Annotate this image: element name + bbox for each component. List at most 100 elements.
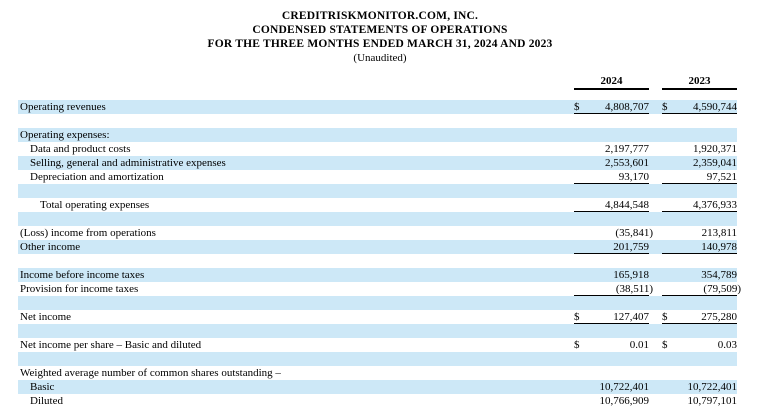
table-row: Basic 10,722,401 10,722,401 [18, 380, 737, 394]
dollar-sign: $ [662, 339, 668, 351]
amount-2024 [574, 128, 649, 142]
amount-value: 0.03 [717, 339, 737, 351]
amount-2023: 354,789 [662, 268, 737, 282]
amount-value: 165,918 [613, 269, 649, 281]
amount-2023 [662, 352, 737, 366]
amount-2024: $0.01 [574, 338, 649, 352]
amount-2023: $4,590,744 [662, 100, 737, 114]
table-row: Income before income taxes 165,918 354,789 [18, 268, 737, 282]
row-label: Basic [30, 381, 55, 393]
statement-title: CONDENSED STATEMENTS OF OPERATIONS [252, 24, 508, 36]
column-gap [649, 240, 662, 254]
table-row: Depreciation and amortization 93,170 97,52… [18, 170, 737, 184]
row-label: Depreciation and amortization [30, 171, 164, 183]
amount-value: (79,509) [703, 282, 741, 295]
amount-2023 [662, 366, 737, 380]
amount-value: 140,978 [701, 240, 737, 253]
amount-value: 2,197,777 [605, 143, 649, 155]
row-label: Income before income taxes [20, 269, 145, 281]
table-row: Operating revenues $4,808,707 $4,590,744 [18, 100, 737, 114]
table-row: Weighted average number of common shares… [18, 366, 737, 380]
row-label: Total operating expenses [40, 199, 150, 211]
amount-value: 10,722,401 [599, 381, 650, 393]
amount-2024: 2,197,777 [574, 142, 649, 156]
amount-2024: (38,511) [574, 282, 653, 296]
amount-2024: 10,722,401 [574, 380, 650, 394]
column-gap [649, 282, 662, 296]
statement-period: FOR THE THREE MONTHS ENDED MARCH 31, 202… [207, 38, 553, 50]
amount-value: 354,789 [701, 269, 737, 281]
table-row: Operating expenses: [18, 128, 737, 142]
row-label: (Loss) income from operations [20, 227, 156, 239]
row-label: Other income [20, 241, 81, 253]
column-header-2024: 2024 [574, 75, 649, 90]
amount-2024 [574, 212, 649, 226]
table-row: Other income 201,759 140,978 [18, 240, 737, 254]
table-row: Diluted 10,766,909 10,797,101 [18, 394, 737, 408]
row-label: Net income [20, 311, 72, 323]
amount-2024: 4,844,548 [574, 198, 649, 212]
dollar-sign: $ [574, 339, 580, 351]
row-label: Net income per share – Basic and diluted [20, 339, 202, 351]
amount-2023 [662, 212, 737, 226]
amount-value: 2,553,601 [605, 157, 649, 169]
row-label: Selling, general and administrative expe… [30, 157, 226, 169]
amount-2024: 93,170 [574, 170, 649, 184]
amount-2023 [662, 254, 737, 268]
statement-table: 2024 2023 Operating revenues $4,808,707 $4… [18, 70, 741, 408]
column-gap [649, 380, 662, 394]
column-gap [649, 310, 662, 324]
amount-value: 2,359,041 [693, 157, 737, 169]
amount-2023: 140,978 [662, 240, 737, 254]
spacer-row [18, 212, 737, 226]
spacer-row [18, 324, 737, 338]
column-header-2023: 2023 [662, 75, 737, 90]
spacer-row [18, 352, 737, 366]
column-gap [649, 156, 662, 170]
amount-2024 [574, 254, 649, 268]
amount-value: 201,759 [613, 240, 649, 253]
dollar-sign: $ [574, 100, 580, 113]
row-label: Data and product costs [30, 143, 131, 155]
table-row: Net income per share – Basic and diluted… [18, 338, 737, 352]
column-gap [649, 226, 662, 240]
spacer-row [18, 184, 737, 198]
column-gap [649, 254, 662, 268]
amount-2024: $127,407 [574, 310, 649, 324]
amount-2024: 2,553,601 [574, 156, 649, 170]
amount-2024 [574, 184, 649, 198]
row-label: Operating expenses: [20, 129, 110, 141]
amount-value: 97,521 [706, 170, 737, 183]
amount-value: (38,511) [615, 282, 653, 295]
column-gap [649, 142, 662, 156]
amount-2024 [574, 352, 649, 366]
column-gap [649, 324, 662, 338]
amount-2023: 10,797,101 [662, 394, 738, 408]
spacer-row [18, 254, 737, 268]
amount-value: 1,920,371 [693, 143, 737, 155]
column-gap [649, 296, 662, 310]
column-gap [649, 128, 662, 142]
amount-value: 10,766,909 [599, 395, 650, 407]
amount-2024 [574, 324, 649, 338]
amount-value: 10,797,101 [687, 395, 738, 407]
column-gap [649, 268, 662, 282]
amount-2024: 201,759 [574, 240, 649, 254]
dollar-sign: $ [662, 310, 668, 323]
amount-2024: 10,766,909 [574, 394, 650, 408]
amount-value: 93,170 [618, 170, 649, 183]
amount-2023: (79,509) [662, 282, 741, 296]
column-gap [649, 184, 662, 198]
column-gap [649, 170, 662, 184]
amount-2023 [662, 184, 737, 198]
spacer-row [18, 114, 737, 128]
column-gap [649, 212, 662, 226]
amount-2023 [662, 128, 737, 142]
amount-2024: (35,841) [574, 226, 653, 240]
amount-2024: $4,808,707 [574, 100, 649, 114]
table-row: Selling, general and administrative expe… [18, 156, 737, 170]
column-gap [649, 198, 662, 212]
amount-2023 [662, 114, 737, 128]
column-gap [649, 394, 662, 408]
amount-value: 4,376,933 [693, 198, 737, 211]
